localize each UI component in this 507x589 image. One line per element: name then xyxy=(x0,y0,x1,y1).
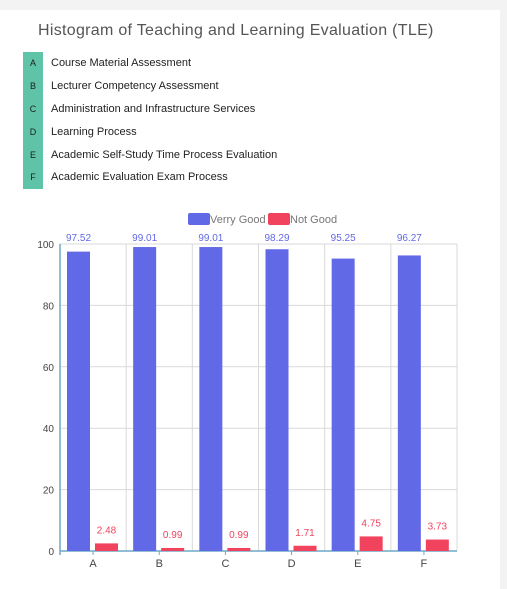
bar-very-good xyxy=(331,258,355,551)
bar-not-good xyxy=(293,545,317,551)
legend-table-letter: F xyxy=(23,165,43,189)
legend-swatch xyxy=(188,213,210,225)
data-label: 99.01 xyxy=(132,233,157,244)
legend-table-row: D Learning Process xyxy=(23,120,353,144)
legend-swatch xyxy=(268,213,290,225)
legend-table-row: E Academic Self-Study Time Process Evalua… xyxy=(23,143,353,166)
y-tick-label: 100 xyxy=(37,240,54,251)
legend-table-text: Academic Self-Study Time Process Evaluat… xyxy=(51,148,278,161)
data-label: 0.99 xyxy=(229,530,249,541)
legend-table-text: Administration and Infrastructure Servic… xyxy=(51,102,256,115)
y-tick-label: 80 xyxy=(43,301,55,312)
legend-table-letter: C xyxy=(23,97,43,121)
legend-table-row: F Academic Evaluation Exam Process xyxy=(23,165,353,189)
bar-not-good xyxy=(227,547,251,551)
bar-very-good xyxy=(265,249,289,551)
legend-label: Verry Good xyxy=(210,214,266,226)
data-label: 3.73 xyxy=(428,522,448,533)
bar-not-good xyxy=(95,543,118,551)
bar-very-good xyxy=(133,247,157,551)
y-tick-label: 60 xyxy=(43,363,55,374)
category-legend-table: A Course Material Assessment B Lecturer Com… xyxy=(23,52,353,189)
data-label: 1.71 xyxy=(295,528,315,539)
x-tick-label: E xyxy=(354,558,361,570)
y-tick-label: 20 xyxy=(43,486,55,497)
x-tick-label: F xyxy=(421,558,428,570)
legend-table-row: C Administration and Infrastructure Servi… xyxy=(23,97,353,121)
bar-not-good xyxy=(425,539,449,551)
x-tick-label: B xyxy=(156,558,163,570)
data-label: 0.99 xyxy=(163,530,183,541)
chart-title: Histogram of Teaching and Learning Evalu… xyxy=(38,22,434,39)
legend-table-text: Learning Process xyxy=(51,125,137,138)
data-label: 96.27 xyxy=(397,233,422,244)
data-label: 99.01 xyxy=(198,233,223,244)
x-tick-label: A xyxy=(89,558,97,570)
x-tick-label: C xyxy=(221,558,229,570)
data-label: 95.25 xyxy=(331,233,356,244)
legend-label: Not Good xyxy=(290,214,337,226)
bar-very-good xyxy=(67,251,90,552)
legend-table-text: Academic Evaluation Exam Process xyxy=(51,171,228,184)
x-tick-label: D xyxy=(288,558,296,570)
data-label: 2.48 xyxy=(97,525,117,536)
data-label: 98.29 xyxy=(264,233,289,244)
legend-table-row: B Lecturer Competency Assessment xyxy=(23,74,353,98)
y-tick-label: 0 xyxy=(48,547,54,558)
legend-table-text: Lecturer Competency Assessment xyxy=(51,80,219,93)
bar-not-good xyxy=(161,547,185,551)
legend-table-letter: B xyxy=(23,74,43,98)
legend-table-text: Course Material Assessment xyxy=(51,57,191,70)
legend-table-letter: A xyxy=(23,52,43,75)
legend-table-letter: D xyxy=(23,120,43,144)
bar-not-good xyxy=(359,536,383,551)
data-label: 4.75 xyxy=(361,518,381,529)
bar-very-good xyxy=(199,247,223,551)
legend-table-letter: E xyxy=(23,143,43,166)
bar-very-good xyxy=(397,255,421,551)
y-tick-label: 40 xyxy=(43,424,55,435)
data-label: 97.52 xyxy=(66,233,91,244)
legend-table-row: A Course Material Assessment xyxy=(23,52,353,75)
